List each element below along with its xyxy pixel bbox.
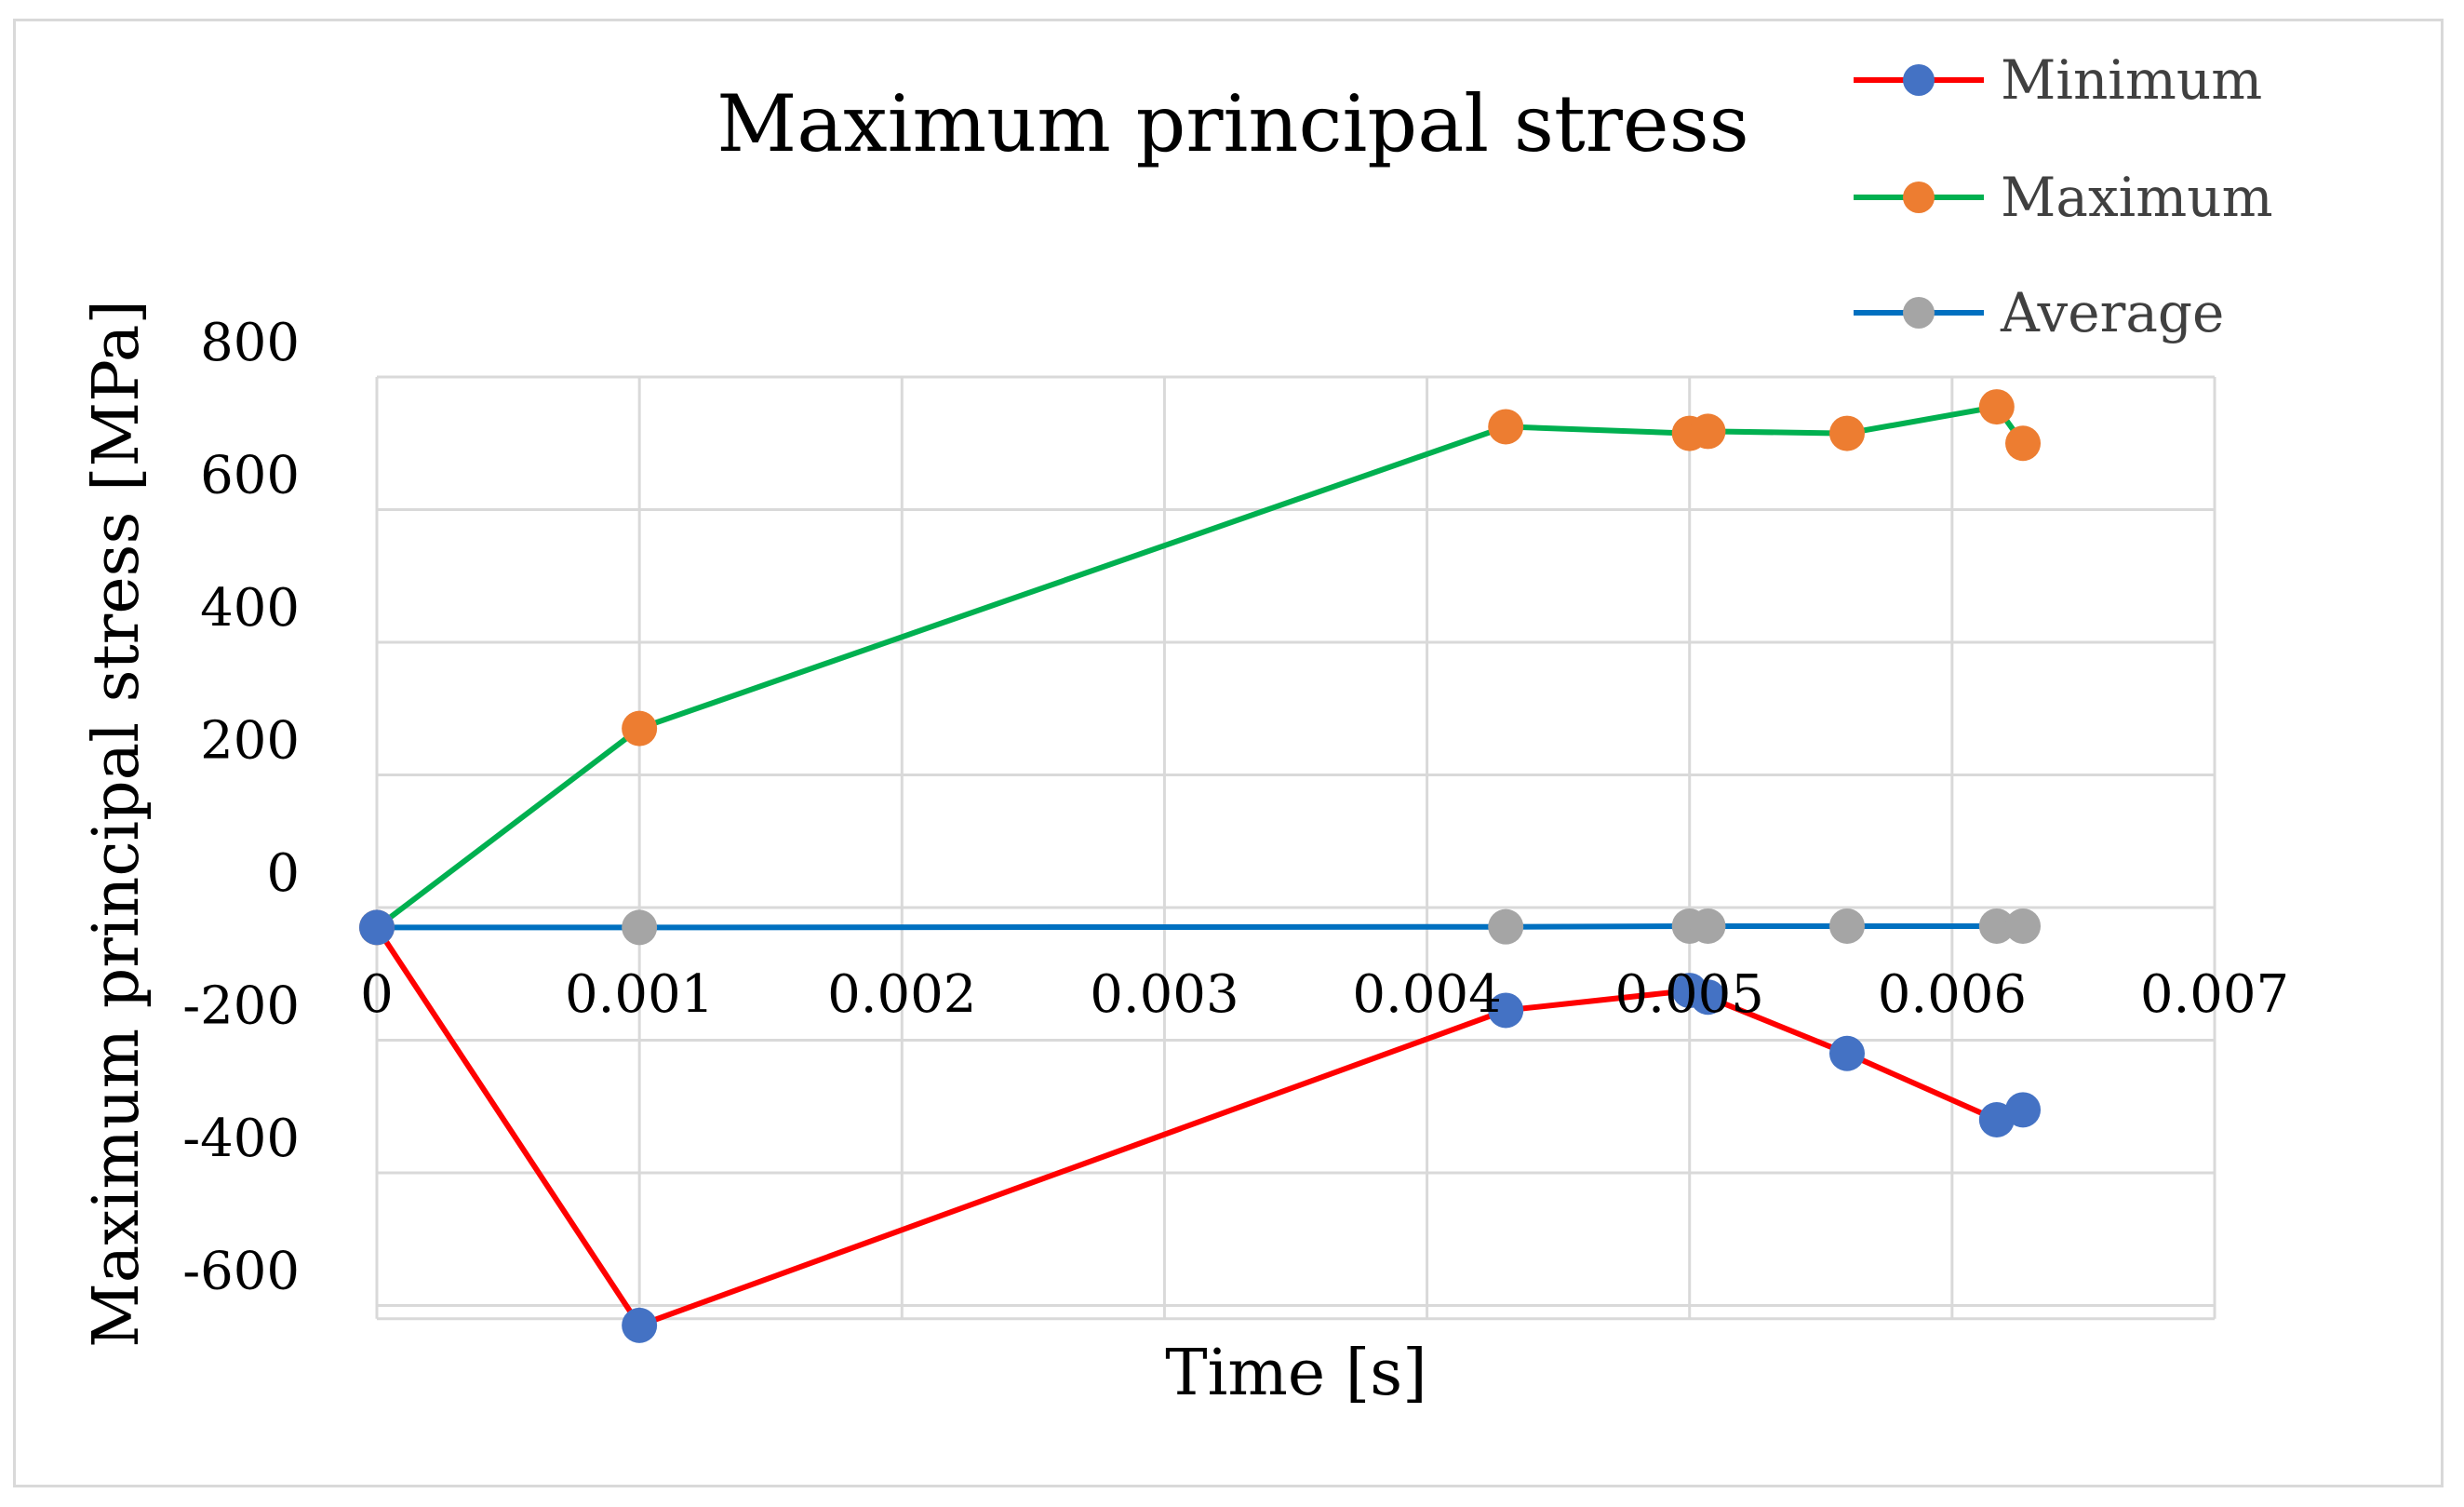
y-tick-label: 600 <box>200 446 300 506</box>
y-tick-label: 400 <box>200 578 300 639</box>
data-point-average <box>1488 908 1524 945</box>
x-tick-label: 0 <box>360 964 394 1025</box>
legend: Minimum Maximum Average <box>1854 48 2273 344</box>
data-point-minimum <box>1690 979 1726 1016</box>
chart-title: Maximum principal stress <box>716 78 1749 169</box>
series-layer <box>359 389 2042 1343</box>
grid <box>375 375 2216 1321</box>
data-point-maximum <box>2005 425 2042 462</box>
data-point-average <box>2005 908 2042 944</box>
data-point-minimum <box>359 909 395 946</box>
legend-marker-minimum <box>1903 64 1935 96</box>
y-tick-label: 200 <box>200 711 300 772</box>
x-tick-label: 0.003 <box>1090 964 1239 1025</box>
data-point-maximum <box>1829 415 1865 451</box>
data-point-average <box>622 909 658 946</box>
data-point-minimum <box>2005 1092 2042 1128</box>
data-point-maximum <box>1978 389 2015 425</box>
y-tick-label: 800 <box>200 313 300 373</box>
x-tick-label: 0.007 <box>2140 964 2289 1025</box>
series-line-maximum <box>375 404 2026 930</box>
data-point-average <box>1829 908 1865 944</box>
y-tick-label: -400 <box>182 1109 300 1169</box>
tick-labels: 800 600 400 200 0 -200 -400 -600 0 0.001 0.002 0.00… <box>182 313 2289 1302</box>
y-tick-label: 0 <box>266 843 300 904</box>
y-tick-label: -600 <box>182 1242 300 1302</box>
legend-marker-maximum <box>1903 182 1935 213</box>
legend-label-maximum: Maximum <box>2001 166 2273 229</box>
data-point-minimum <box>622 1307 658 1343</box>
y-axis-title: Maximum principal stress [MPa] <box>80 300 154 1348</box>
data-point-average <box>1978 908 2015 944</box>
x-tick-label: 0.001 <box>565 964 714 1025</box>
data-point-minimum <box>1829 1035 1865 1071</box>
data-point-minimum <box>1488 992 1524 1029</box>
chart-frame <box>13 19 2444 1487</box>
data-point-maximum <box>1488 409 1524 445</box>
x-tick-label: 0.005 <box>1615 964 1764 1025</box>
x-tick-label: 0.002 <box>827 964 976 1025</box>
legend-label-minimum: Minimum <box>2001 48 2262 112</box>
data-point-average <box>1690 908 1726 944</box>
x-tick-label: 0.004 <box>1352 964 1501 1025</box>
data-point-maximum <box>622 710 658 747</box>
legend-label-average: Average <box>2000 281 2224 344</box>
legend-marker-average <box>1903 297 1935 329</box>
y-tick-label: -200 <box>182 976 300 1037</box>
x-tick-label: 0.006 <box>1878 964 2027 1025</box>
data-point-maximum <box>1690 413 1726 450</box>
x-axis-title: Time [s] <box>1165 1337 1426 1410</box>
